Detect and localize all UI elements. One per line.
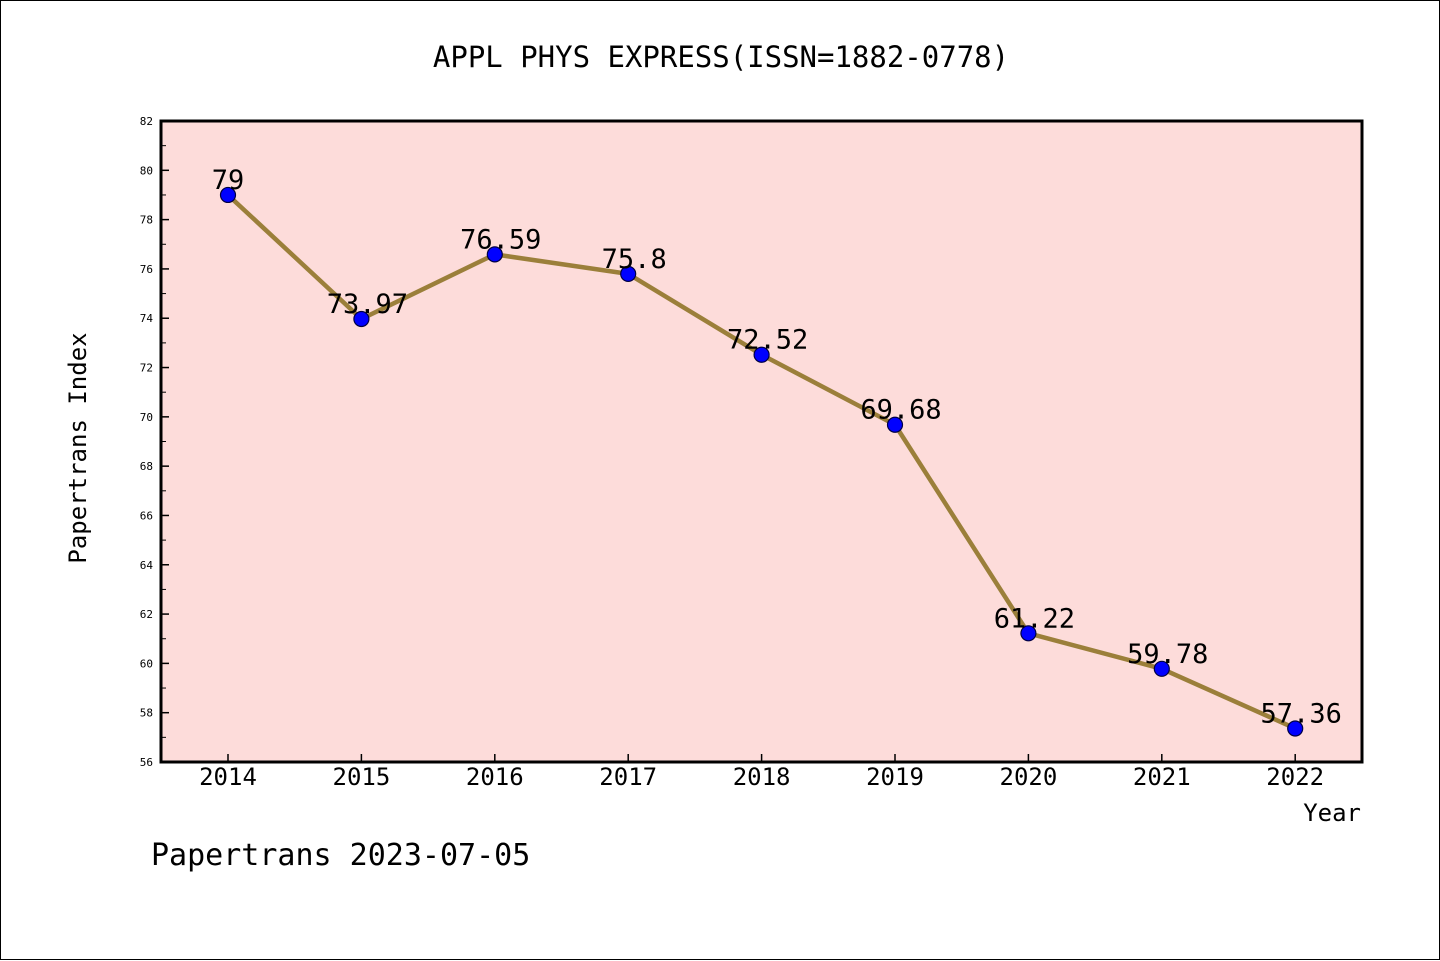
y-tick-label: 66 [140, 509, 153, 522]
data-point [886, 416, 904, 433]
y-tick-label: 62 [140, 608, 153, 621]
x-tick-label: 2020 [1000, 763, 1058, 791]
data-label: 75.8 [602, 244, 667, 275]
data-point [1020, 625, 1037, 642]
x-axis: 2014 2015 2016 2017 2018 2019 2020 2021 2022 [199, 754, 1324, 791]
y-tick-label: 82 [140, 115, 153, 128]
x-tick-label: 2017 [599, 763, 657, 791]
data-label: 59.78 [1127, 639, 1208, 670]
y-tick-label: 64 [140, 559, 154, 572]
data-point [486, 246, 503, 263]
x-tick-label: 2022 [1266, 763, 1324, 791]
y-tick-label: 76 [140, 263, 153, 276]
y-tick-label: 80 [140, 164, 153, 177]
data-point [753, 346, 770, 363]
y-tick-label: 72 [140, 362, 153, 375]
x-tick-label: 2019 [866, 763, 924, 791]
data-label: 73.97 [327, 289, 408, 320]
data-labels: 79 73.97 76.59 75.8 72.52 69.68 61.22 59.78 57.3… [212, 165, 1342, 730]
series-line-group [225, 192, 1298, 731]
y-tick-label: 56 [140, 756, 153, 769]
x-tick-label: 2016 [466, 763, 524, 791]
series-line-segment [492, 252, 631, 277]
series-line-segment [759, 352, 898, 427]
series-line-segment [892, 422, 1031, 636]
series-line-segment [359, 252, 498, 322]
y-tick-label: 70 [140, 411, 153, 424]
y-tick-label: 74 [140, 312, 154, 325]
y-tick-label: 58 [140, 707, 153, 720]
data-label: 61.22 [994, 603, 1075, 634]
footer-credit: Papertrans 2023-07-05 [151, 838, 530, 873]
series-line-segment [1026, 631, 1165, 672]
data-label: 57.36 [1261, 698, 1342, 729]
data-point [1153, 660, 1170, 677]
y-tick-label: 60 [140, 657, 153, 670]
data-label: 72.52 [727, 325, 808, 356]
y-axis: 56 58 60 62 64 66 68 70 72 74 76 78 80 82 [140, 115, 169, 769]
series-line-segment [1159, 666, 1298, 731]
data-point [620, 265, 637, 282]
data-label: 79 [212, 165, 245, 196]
data-point [219, 186, 237, 204]
data-points [219, 186, 1304, 737]
plot-area [159, 119, 1364, 764]
data-point [353, 310, 370, 328]
data-label: 76.59 [460, 224, 541, 255]
x-tick-label: 2018 [733, 763, 791, 791]
x-tick-label: 2015 [333, 763, 391, 791]
series-line-segment [625, 271, 764, 357]
y-tick-label: 68 [140, 460, 153, 473]
y-axis-label: Papertrans Index [64, 332, 92, 563]
y-tick-label: 78 [140, 214, 153, 227]
x-tick-label: 2014 [199, 763, 257, 791]
x-tick-label: 2021 [1133, 763, 1191, 791]
x-axis-label: Year [1303, 799, 1361, 827]
series-line-segment [225, 192, 364, 322]
data-point [1287, 720, 1304, 737]
data-label: 69.68 [860, 395, 941, 426]
chart-title: APPL PHYS EXPRESS(ISSN=1882-0778) [433, 40, 1009, 74]
